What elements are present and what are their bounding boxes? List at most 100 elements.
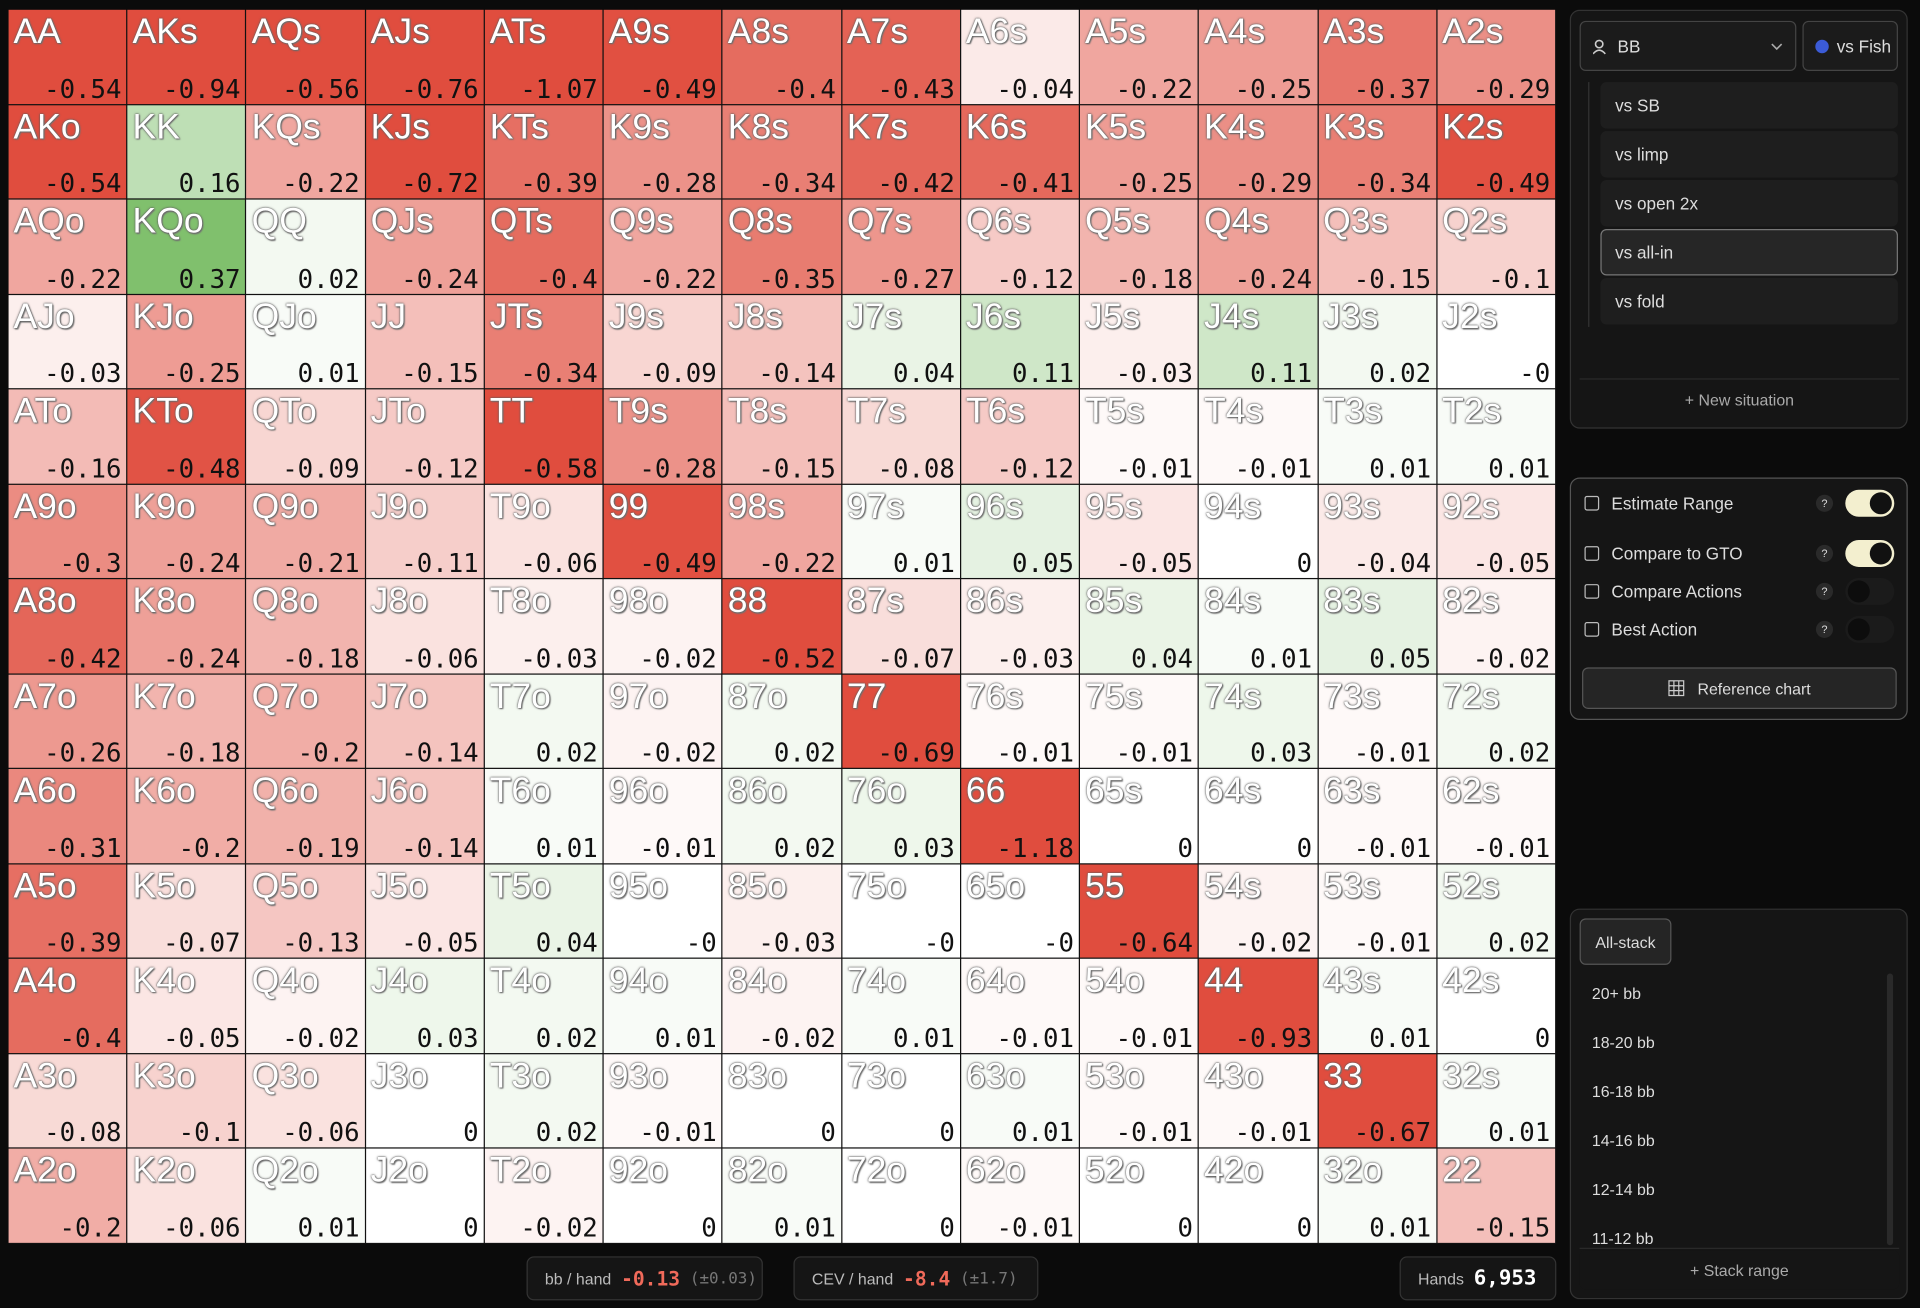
hand-cell[interactable]: 83s 0.05 xyxy=(1318,579,1437,674)
hand-cell[interactable]: T9s -0.28 xyxy=(603,389,722,484)
hand-cell[interactable]: AKs -0.94 xyxy=(127,9,246,104)
hand-cell[interactable]: 87s -0.07 xyxy=(841,579,960,674)
toggle[interactable] xyxy=(1845,615,1895,643)
hand-cell[interactable]: 87o 0.02 xyxy=(722,674,841,769)
hand-cell[interactable]: A2o -0.2 xyxy=(8,1149,127,1243)
hand-cell[interactable]: 85s 0.04 xyxy=(1080,579,1198,674)
hand-cell[interactable]: 93s -0.04 xyxy=(1318,484,1437,579)
hand-cell[interactable]: 64s 0 xyxy=(1199,769,1317,864)
situation-item[interactable]: vs fold xyxy=(1600,277,1898,325)
new-situation-button[interactable]: + New situation xyxy=(1684,390,1795,409)
hand-cell[interactable]: K9s -0.28 xyxy=(603,104,722,199)
hand-cell[interactable]: 86s -0.03 xyxy=(961,579,1079,674)
hand-cell[interactable]: 83o 0 xyxy=(722,1054,841,1148)
hand-cell[interactable]: K4o -0.05 xyxy=(127,959,246,1053)
hand-cell[interactable]: Q9s -0.22 xyxy=(603,199,722,294)
hand-cell[interactable]: T4s -0.01 xyxy=(1199,389,1317,484)
situation-item[interactable]: vs SB xyxy=(1600,82,1898,129)
hand-cell[interactable]: Q5o -0.13 xyxy=(246,864,365,959)
hand-cell[interactable]: J8o -0.06 xyxy=(365,579,484,674)
hand-cell[interactable]: A5s -0.22 xyxy=(1080,9,1198,104)
hand-cell[interactable]: KQo 0.37 xyxy=(127,199,246,294)
hand-cell[interactable]: T6o 0.01 xyxy=(484,769,603,864)
hand-cell[interactable]: 95s -0.05 xyxy=(1080,484,1198,579)
hand-cell[interactable]: 73o 0 xyxy=(841,1054,960,1148)
hand-cell[interactable]: 76o 0.03 xyxy=(841,769,960,864)
hand-cell[interactable]: 98o -0.02 xyxy=(603,579,722,674)
hand-cell[interactable]: A9s -0.49 xyxy=(603,9,722,104)
hand-cell[interactable]: T2s 0.01 xyxy=(1437,389,1556,484)
hand-cell[interactable]: QJs -0.24 xyxy=(365,199,484,294)
hand-cell[interactable]: 44 -0.93 xyxy=(1199,959,1317,1053)
situation-item[interactable]: vs limp xyxy=(1600,131,1898,178)
hand-cell[interactable]: QTo -0.09 xyxy=(246,389,365,484)
hand-cell[interactable]: Q3s -0.15 xyxy=(1318,199,1437,294)
hand-cell[interactable]: 96o -0.01 xyxy=(603,769,722,864)
hand-cell[interactable]: 84o -0.02 xyxy=(722,959,841,1053)
hand-cell[interactable]: J7o -0.14 xyxy=(365,674,484,769)
hand-cell[interactable]: J2o 0 xyxy=(365,1149,484,1243)
stack-item[interactable]: 12-14 bb xyxy=(1591,1179,1655,1199)
hand-cell[interactable]: A4o -0.4 xyxy=(8,959,127,1053)
hand-cell[interactable]: A9o -0.3 xyxy=(8,484,127,579)
hand-cell[interactable]: 65s 0 xyxy=(1080,769,1198,864)
hand-cell[interactable]: 42o 0 xyxy=(1199,1149,1317,1243)
hand-cell[interactable]: 86o 0.02 xyxy=(722,769,841,864)
hand-cell[interactable]: K6s -0.41 xyxy=(961,104,1079,199)
hand-cell[interactable]: Q8o -0.18 xyxy=(246,579,365,674)
hand-cell[interactable]: K2s -0.49 xyxy=(1437,104,1556,199)
hand-cell[interactable]: J6o -0.14 xyxy=(365,769,484,864)
position-dropdown[interactable]: BB xyxy=(1579,20,1797,72)
hand-cell[interactable]: A7o -0.26 xyxy=(8,674,127,769)
hand-cell[interactable]: 92s -0.05 xyxy=(1437,484,1556,579)
hand-cell[interactable]: Q6s -0.12 xyxy=(961,199,1079,294)
stack-item[interactable]: 20+ bb xyxy=(1591,983,1641,1003)
hand-cell[interactable]: AA -0.54 xyxy=(8,9,127,104)
hand-cell[interactable]: A8o -0.42 xyxy=(8,579,127,674)
hand-cell[interactable]: 82s -0.02 xyxy=(1437,579,1556,674)
hand-cell[interactable]: J4s 0.11 xyxy=(1199,294,1317,389)
situation-item[interactable]: vs all-in xyxy=(1600,228,1898,276)
hand-cell[interactable]: J6s 0.11 xyxy=(961,294,1079,389)
stack-item[interactable]: 14-16 bb xyxy=(1591,1130,1655,1150)
hand-cell[interactable]: T3s 0.01 xyxy=(1318,389,1437,484)
hand-cell[interactable]: T7o 0.02 xyxy=(484,674,603,769)
hand-cell[interactable]: 75s -0.01 xyxy=(1080,674,1198,769)
hand-cell[interactable]: Q9o -0.21 xyxy=(246,484,365,579)
hand-cell[interactable]: 22 -0.15 xyxy=(1437,1149,1556,1243)
hand-cell[interactable]: T5o 0.04 xyxy=(484,864,603,959)
hand-cell[interactable]: K9o -0.24 xyxy=(127,484,246,579)
hand-cell[interactable]: 93o -0.01 xyxy=(603,1054,722,1148)
hand-cell[interactable]: 74s 0.03 xyxy=(1199,674,1317,769)
hand-cell[interactable]: KJs -0.72 xyxy=(365,104,484,199)
hand-cell[interactable]: T9o -0.06 xyxy=(484,484,603,579)
hand-cell[interactable]: 99 -0.49 xyxy=(603,484,722,579)
hand-cell[interactable]: AKo -0.54 xyxy=(8,104,127,199)
hand-cell[interactable]: JTs -0.34 xyxy=(484,294,603,389)
hand-cell[interactable]: KTs -0.39 xyxy=(484,104,603,199)
hand-cell[interactable]: K7s -0.42 xyxy=(841,104,960,199)
hand-cell[interactable]: 42s 0 xyxy=(1437,959,1556,1053)
hand-cell[interactable]: 32s 0.01 xyxy=(1437,1054,1556,1148)
hand-cell[interactable]: 63s -0.01 xyxy=(1318,769,1437,864)
hand-cell[interactable]: JTo -0.12 xyxy=(365,389,484,484)
hand-cell[interactable]: ATs -1.07 xyxy=(484,9,603,104)
hand-cell[interactable]: Q5s -0.18 xyxy=(1080,199,1198,294)
hand-cell[interactable]: K5o -0.07 xyxy=(127,864,246,959)
hand-cell[interactable]: T4o 0.02 xyxy=(484,959,603,1053)
hand-cell[interactable]: T6s -0.12 xyxy=(961,389,1079,484)
hand-cell[interactable]: A7s -0.43 xyxy=(841,9,960,104)
hand-cell[interactable]: J5s -0.03 xyxy=(1080,294,1198,389)
hand-cell[interactable]: T7s -0.08 xyxy=(841,389,960,484)
hand-cell[interactable]: 76s -0.01 xyxy=(961,674,1079,769)
hand-cell[interactable]: 66 -1.18 xyxy=(961,769,1079,864)
hand-cell[interactable]: J3s 0.02 xyxy=(1318,294,1437,389)
hand-cell[interactable]: Q3o -0.06 xyxy=(246,1054,365,1148)
hand-cell[interactable]: T5s -0.01 xyxy=(1080,389,1198,484)
hand-cell[interactable]: J5o -0.05 xyxy=(365,864,484,959)
hand-cell[interactable]: 74o 0.01 xyxy=(841,959,960,1053)
stack-item[interactable]: All-stack xyxy=(1579,918,1672,965)
stack-item[interactable]: 18-20 bb xyxy=(1591,1032,1655,1052)
hand-cell[interactable]: KK 0.16 xyxy=(127,104,246,199)
hand-cell[interactable]: QJo 0.01 xyxy=(246,294,365,389)
